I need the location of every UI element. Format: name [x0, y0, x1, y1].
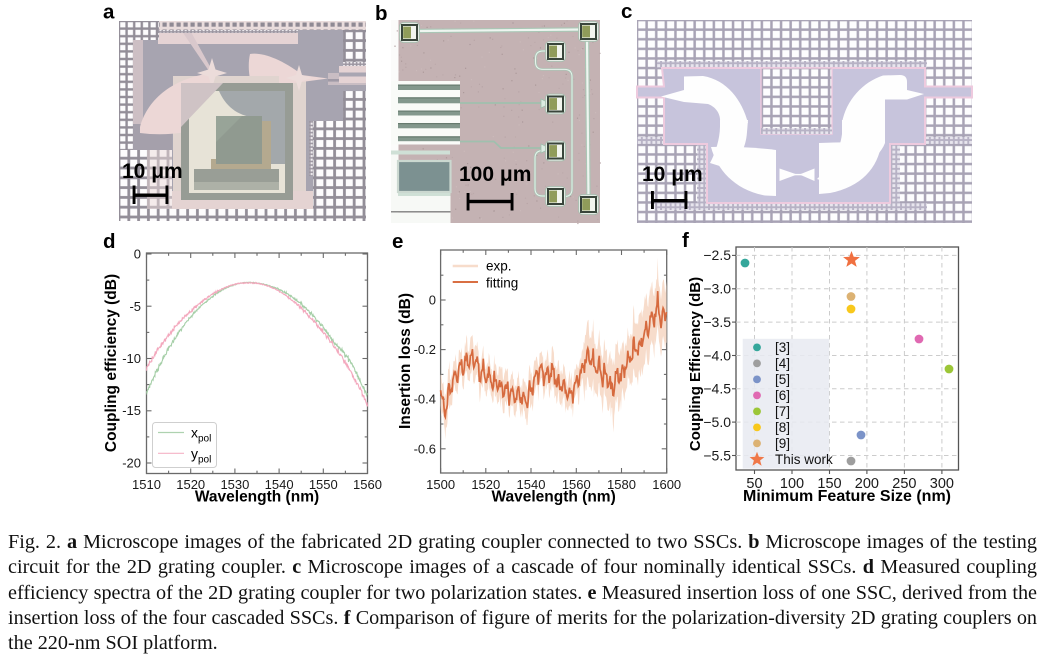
- svg-text:-0.6: -0.6: [414, 441, 436, 456]
- svg-text:−4.5: −4.5: [703, 381, 731, 397]
- svg-text:pol: pol: [198, 454, 211, 465]
- svg-text:e: e: [392, 230, 403, 253]
- svg-text:[7]: [7]: [775, 404, 790, 419]
- svg-text:This work: This work: [775, 452, 833, 467]
- svg-text:0: 0: [134, 247, 141, 262]
- svg-text:-20: -20: [122, 456, 141, 471]
- svg-text:d: d: [103, 230, 116, 253]
- svg-text:1560: 1560: [562, 477, 591, 492]
- svg-text:b: b: [375, 2, 388, 25]
- svg-text:200: 200: [855, 476, 879, 492]
- svg-text:300: 300: [930, 476, 954, 492]
- svg-text:1500: 1500: [426, 477, 455, 492]
- svg-text:100 μm: 100 μm: [459, 163, 531, 186]
- svg-text:Minimum Feature Size (nm): Minimum Feature Size (nm): [743, 488, 951, 505]
- svg-text:100: 100: [780, 476, 804, 492]
- svg-text:10 μm: 10 μm: [122, 160, 183, 183]
- svg-text:-0.2: -0.2: [414, 342, 436, 357]
- svg-text:−3.0: −3.0: [703, 281, 731, 297]
- svg-text:-10: -10: [122, 351, 141, 366]
- svg-text:pol: pol: [198, 434, 211, 445]
- svg-text:−4.0: −4.0: [703, 347, 731, 363]
- svg-text:1600: 1600: [652, 477, 681, 492]
- svg-text:Wavelength (nm): Wavelength (nm): [491, 489, 615, 506]
- svg-text:250: 250: [892, 476, 916, 492]
- svg-text:1520: 1520: [176, 477, 205, 492]
- svg-text:x: x: [191, 425, 198, 441]
- svg-text:10 μm: 10 μm: [642, 163, 703, 186]
- svg-text:[8]: [8]: [775, 420, 790, 435]
- svg-text:1540: 1540: [265, 477, 294, 492]
- svg-text:-5: -5: [129, 299, 141, 314]
- svg-text:Insertion loss (dB): Insertion loss (dB): [397, 293, 414, 429]
- svg-text:Coupling Efficiency (dB): Coupling Efficiency (dB): [687, 277, 704, 451]
- svg-text:1520: 1520: [471, 477, 500, 492]
- svg-text:[4]: [4]: [775, 356, 790, 371]
- svg-text:[6]: [6]: [775, 388, 790, 403]
- svg-text:a: a: [103, 1, 115, 24]
- svg-text:1540: 1540: [517, 477, 546, 492]
- svg-text:exp.: exp.: [486, 259, 512, 274]
- svg-text:150: 150: [817, 476, 841, 492]
- svg-text:-15: -15: [122, 403, 141, 418]
- svg-text:−5.0: −5.0: [703, 414, 731, 430]
- svg-text:[3]: [3]: [775, 340, 790, 355]
- svg-text:50: 50: [746, 476, 762, 492]
- svg-text:1510: 1510: [132, 477, 161, 492]
- svg-text:1560: 1560: [353, 477, 382, 492]
- svg-text:Wavelength (nm): Wavelength (nm): [195, 489, 319, 506]
- svg-text:[9]: [9]: [775, 436, 790, 451]
- svg-text:f: f: [682, 229, 689, 252]
- svg-text:y: y: [191, 445, 198, 461]
- svg-text:c: c: [621, 0, 632, 23]
- svg-text:0: 0: [429, 293, 436, 308]
- svg-text:1530: 1530: [220, 477, 249, 492]
- svg-text:[5]: [5]: [775, 372, 790, 387]
- svg-text:1550: 1550: [309, 477, 338, 492]
- svg-text:-0.4: -0.4: [414, 392, 436, 407]
- svg-text:fitting: fitting: [486, 276, 518, 291]
- svg-text:−2.5: −2.5: [703, 247, 731, 263]
- svg-text:Coupling efficiency (dB): Coupling efficiency (dB): [103, 274, 120, 452]
- svg-text:−3.5: −3.5: [703, 314, 731, 330]
- svg-text:−5.5: −5.5: [703, 447, 731, 463]
- svg-text:1580: 1580: [607, 477, 636, 492]
